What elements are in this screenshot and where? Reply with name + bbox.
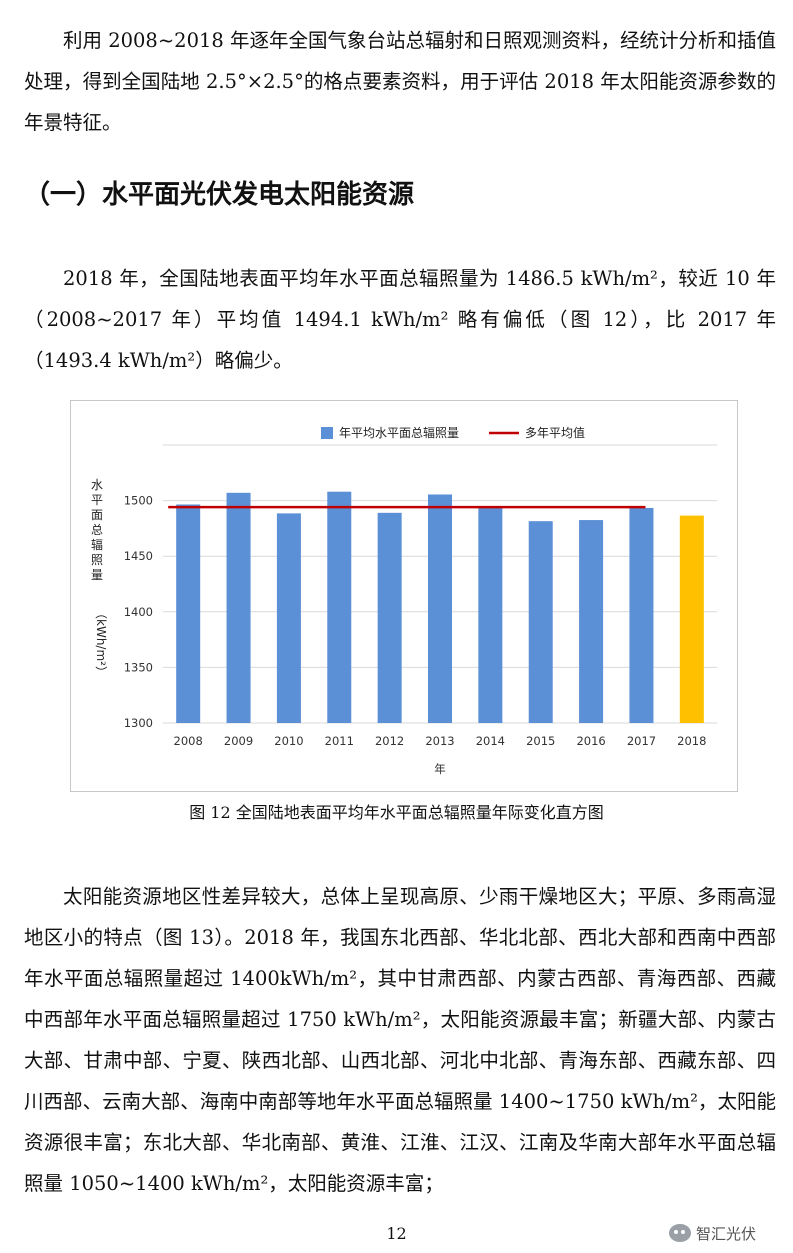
bar-chart-svg: 1300 1350 1400 1450 1500 2008 2009 2010 2011 2012… bbox=[91, 425, 717, 776]
x-axis-label: 年 bbox=[434, 762, 446, 776]
bar-2017 bbox=[629, 507, 654, 723]
legend-label-average: 多年平均值 bbox=[525, 425, 585, 440]
x-tick-label: 2010 bbox=[274, 734, 303, 748]
bar-2008 bbox=[176, 504, 201, 723]
x-tick-label: 2011 bbox=[325, 734, 354, 748]
bar-2016 bbox=[579, 520, 604, 723]
x-tick-label: 2013 bbox=[425, 734, 454, 748]
x-tick-label: 2012 bbox=[375, 734, 404, 748]
figure-caption: 图 12 全国陆地表面平均年水平面总辐照量年际变化直方图 bbox=[189, 803, 604, 822]
y-tick-label: 1350 bbox=[124, 660, 153, 674]
wechat-icon bbox=[669, 1224, 691, 1242]
watermark-logo-text: 智汇光伏 bbox=[696, 1224, 757, 1243]
bar-2013 bbox=[428, 494, 452, 723]
bar-2018 bbox=[679, 515, 704, 723]
bar-2009 bbox=[226, 492, 251, 723]
section-heading: （一）水平面光伏发电太阳能资源 bbox=[24, 180, 415, 210]
y-tick-label: 1300 bbox=[124, 716, 153, 730]
legend-swatch-bars bbox=[321, 427, 333, 439]
watermark-logo: 智汇光伏 bbox=[669, 1220, 756, 1246]
y-axis-unit: （kWh/m²） bbox=[94, 607, 108, 678]
legend-label-bars: 年平均水平面总辐照量 bbox=[339, 425, 459, 440]
bar-2015 bbox=[528, 521, 553, 723]
x-tick-label: 2014 bbox=[476, 734, 505, 748]
x-tick-label: 2016 bbox=[576, 734, 605, 748]
bar-2010 bbox=[276, 513, 301, 723]
solar-summary-paragraph: 2018 年，全国陆地表面平均年水平面总辐照量为 1486.5 kWh/m²，较… bbox=[24, 267, 776, 372]
figure-12-chart: 1300 1350 1400 1450 1500 2008 2009 2010 2011 2012… bbox=[70, 400, 738, 792]
bar-2011 bbox=[327, 491, 352, 723]
page-number: 12 bbox=[386, 1224, 407, 1243]
bar-2014 bbox=[478, 506, 503, 723]
y-tick-label: 1500 bbox=[124, 494, 153, 508]
regional-distribution-paragraph: 太阳能资源地区性差异较大，总体上呈现高原、少雨干燥地区大；平原、多雨高湿地区小的… bbox=[24, 885, 776, 1195]
y-tick-label: 1450 bbox=[124, 549, 153, 563]
x-tick-label: 2015 bbox=[526, 734, 555, 748]
bar-2012 bbox=[377, 512, 402, 723]
y-tick-label: 1400 bbox=[124, 605, 153, 619]
x-tick-label: 2017 bbox=[627, 734, 656, 748]
y-axis-label: 水平面总辐照量 bbox=[91, 478, 103, 582]
x-tick-label: 2008 bbox=[174, 734, 203, 748]
intro-paragraph: 利用 2008~2018 年逐年全国气象台站总辐射和日照观测资料，经统计分析和插… bbox=[24, 29, 776, 134]
x-tick-label: 2018 bbox=[677, 734, 706, 748]
x-tick-label: 2009 bbox=[224, 734, 253, 748]
